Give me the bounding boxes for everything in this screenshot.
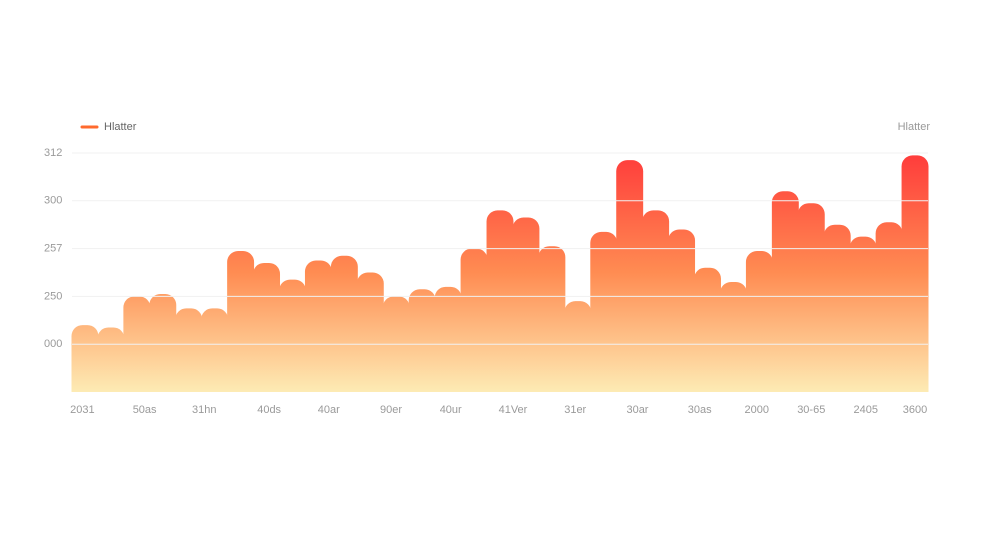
- bars: [71, 155, 929, 392]
- y-tick-label: 250: [44, 290, 62, 302]
- bar: [719, 282, 747, 392]
- x-tick-label: 30as: [688, 404, 712, 416]
- bar: [304, 260, 332, 392]
- x-tick-label: 30-65: [797, 404, 825, 416]
- bar: [279, 279, 306, 392]
- y-tick-label: 300: [44, 195, 62, 207]
- x-tick-label: 2405: [854, 404, 878, 416]
- bar: [227, 250, 255, 392]
- bar: [797, 203, 825, 392]
- x-tick-label: 90er: [380, 404, 402, 416]
- corner-label: Hlatter: [898, 121, 931, 133]
- bar: [616, 160, 644, 392]
- bar: [175, 308, 203, 392]
- bar: [694, 267, 721, 392]
- y-tick-label: 312: [44, 147, 62, 159]
- y-tick-label: 257: [44, 243, 62, 255]
- bar: [668, 229, 696, 392]
- x-tick-label: 50as: [133, 404, 157, 416]
- x-tick-label: 3600: [903, 404, 927, 416]
- bar: [71, 325, 99, 392]
- bar: [512, 217, 540, 392]
- bar: [382, 296, 410, 392]
- x-tick-label: 2000: [745, 404, 769, 416]
- bar: [823, 224, 851, 392]
- x-tick-label: 40ar: [318, 404, 340, 416]
- bar: [356, 272, 384, 392]
- bar: [875, 222, 903, 392]
- bar: [901, 155, 929, 392]
- bar: [590, 231, 618, 392]
- x-tick-label: 31er: [564, 404, 586, 416]
- bar: [330, 255, 358, 392]
- legend-label: Hlatter: [104, 121, 137, 133]
- x-tick-label: 2031: [70, 404, 94, 416]
- bar: [408, 289, 436, 392]
- bar: [201, 308, 229, 392]
- bar: [253, 262, 281, 392]
- bar: [745, 250, 773, 392]
- bar: [771, 191, 799, 392]
- x-tick-label: 40ur: [440, 404, 462, 416]
- bar: [434, 286, 462, 392]
- bar: [849, 236, 877, 392]
- bar: [564, 301, 592, 392]
- x-tick-label: 41Ver: [499, 404, 528, 416]
- bar: [123, 296, 151, 392]
- bar: [460, 248, 488, 392]
- x-tick-label: 40ds: [257, 404, 281, 416]
- bar: [149, 294, 177, 392]
- x-tick-label: 30ar: [626, 404, 648, 416]
- bar: [642, 210, 670, 392]
- y-tick-label: 000: [44, 338, 62, 350]
- bar: [486, 210, 514, 392]
- bar: [97, 327, 125, 392]
- bar: [538, 246, 566, 392]
- x-tick-label: 31hn: [192, 404, 216, 416]
